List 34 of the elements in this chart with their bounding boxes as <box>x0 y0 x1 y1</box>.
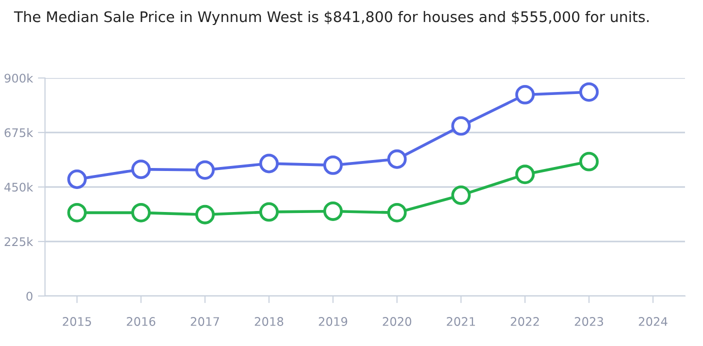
point <box>323 155 343 175</box>
point <box>67 170 87 189</box>
point <box>259 202 279 222</box>
x-tick-label: 2022 <box>510 317 539 326</box>
point <box>387 149 407 169</box>
y-tick-label: 675k <box>4 128 34 138</box>
point <box>195 204 215 224</box>
point <box>579 152 599 172</box>
point <box>131 202 151 222</box>
x-tick-label: 2015 <box>62 317 91 326</box>
y-tick-label: 450k <box>4 182 34 192</box>
point <box>259 154 279 174</box>
point <box>195 160 215 180</box>
point <box>579 82 599 102</box>
x-tick-label: 2017 <box>190 317 220 326</box>
chart-title: The Median Sale Price in Wynnum West is $841,800 for houses and $555,000 for units. <box>14 10 649 26</box>
y-tick-label: 0 <box>26 292 32 301</box>
x-tick-label: 2020 <box>382 317 412 326</box>
point <box>67 202 87 222</box>
point <box>387 202 407 222</box>
point <box>323 202 343 221</box>
point <box>515 84 535 104</box>
x-tick-label: 2016 <box>126 317 156 326</box>
point <box>451 186 471 205</box>
x-tick-label: 2019 <box>318 317 348 326</box>
point <box>515 164 535 184</box>
y-tick-label: 900k <box>4 74 34 83</box>
point <box>131 160 151 180</box>
x-tick-label: 2023 <box>574 317 604 326</box>
x-tick-label: 2024 <box>638 317 668 326</box>
x-tick-label: 2021 <box>446 317 475 326</box>
y-tick-label: 225k <box>4 237 34 246</box>
x-tick-label: 2018 <box>254 317 284 326</box>
point <box>451 116 471 136</box>
